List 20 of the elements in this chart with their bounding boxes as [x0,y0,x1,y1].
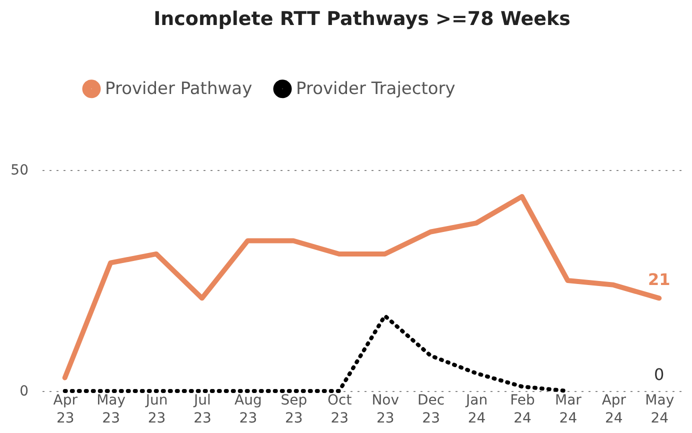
x-tick-label: Jun 23 [144,392,168,426]
x-tick-label: Jan 24 [464,392,488,426]
x-tick-label: Aug 23 [234,392,262,426]
x-tick-label: May 23 [96,392,126,426]
x-tick-label: Apr 23 [53,392,78,426]
x-tick-label: Dec 23 [418,392,445,426]
x-tick-label: Nov 23 [372,392,400,426]
x-tick-label: Feb 24 [510,392,535,426]
x-tick-label: Apr 24 [602,392,626,426]
chart-title: Incomplete RTT Pathways >=78 Weeks [154,8,570,30]
legend-label: Provider Trajectory [296,78,456,99]
x-tick-label: Oct 23 [328,392,352,426]
legend-label: Provider Pathway [105,78,252,99]
x-tick-label: Jul 23 [193,392,212,426]
x-tick-label: May 24 [645,392,674,426]
data-label: 21 [648,270,670,290]
x-tick-label: Mar 24 [555,392,582,426]
x-tick-label: Sep 23 [280,392,308,426]
annotation: 0 [654,365,664,384]
y-tick-label: 50 [10,162,28,178]
